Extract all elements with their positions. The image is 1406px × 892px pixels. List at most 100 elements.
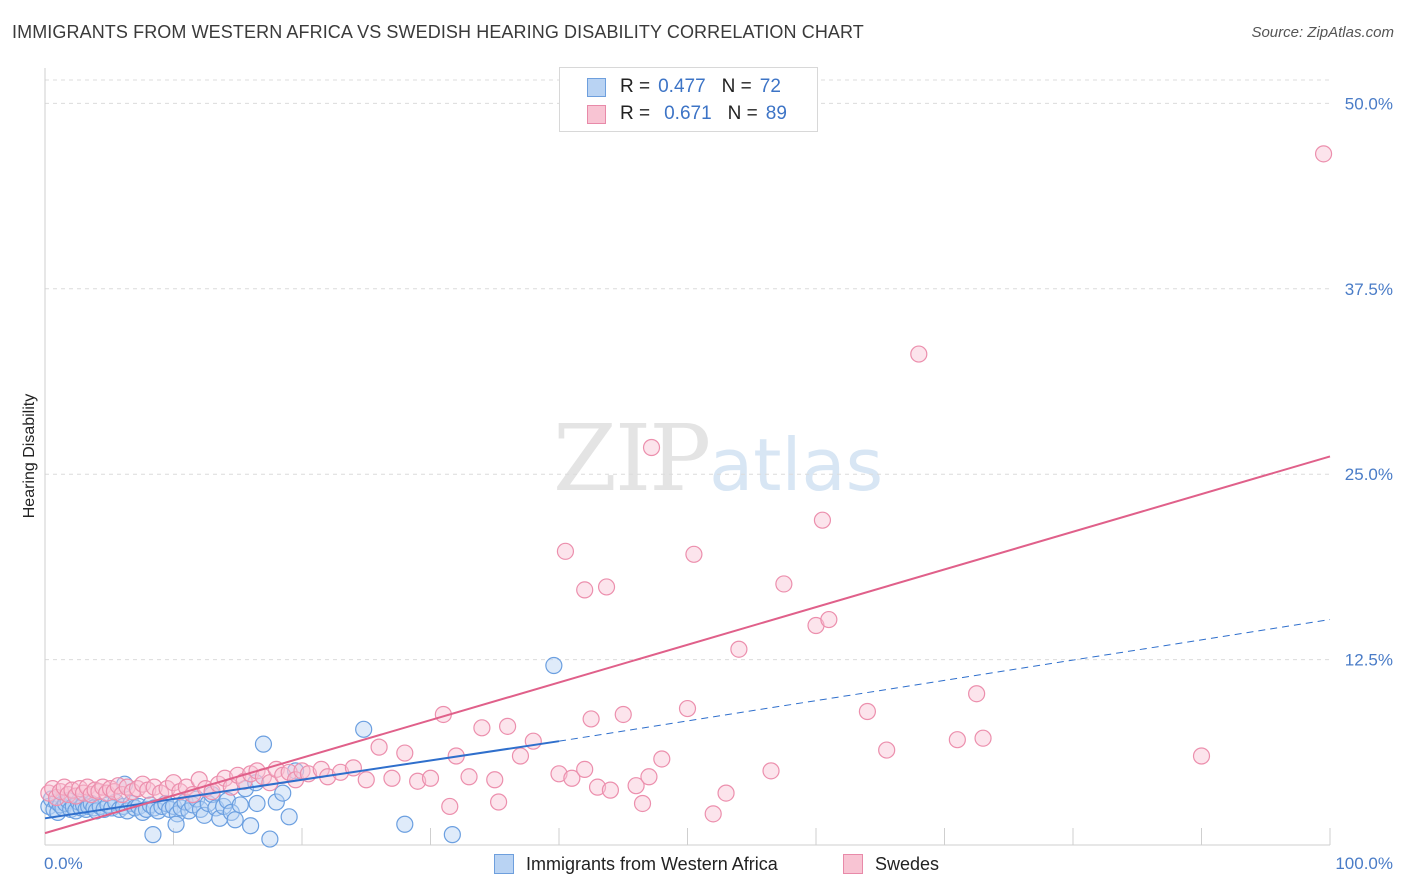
swedes-point-102 xyxy=(1314,145,1333,163)
swedes-point-63 xyxy=(473,719,491,737)
swedes-point-76 xyxy=(653,750,671,768)
immigrants-point-62 xyxy=(267,793,285,811)
immigrants-point-58 xyxy=(242,817,260,835)
immigrants-point-72 xyxy=(443,826,461,844)
y-tick-label-0: 12.5% xyxy=(1345,651,1393,670)
swedes-point-56 xyxy=(383,769,401,787)
swedes-point-77 xyxy=(678,699,697,718)
immigrants-point-64 xyxy=(280,808,298,826)
swedes-point-69 xyxy=(563,769,581,787)
swedes-point-80 xyxy=(441,797,459,816)
swedes-point-57 xyxy=(396,744,414,762)
immigrants-point-55 xyxy=(226,811,244,829)
watermark: ZIPatlas xyxy=(553,405,883,512)
swedes-point-94 xyxy=(813,511,832,529)
legend-row-pink: R = 0.671 N = 89 xyxy=(587,102,787,126)
immigrants-point-60 xyxy=(254,735,273,753)
bottom-legend-immigrants: Immigrants from Western Africa xyxy=(494,851,778,877)
swedes-point-66 xyxy=(511,747,530,765)
swedes-point-65 xyxy=(499,717,517,735)
trend-lines xyxy=(44,455,1331,835)
axes-layer xyxy=(44,68,1331,846)
immigrants-trend-extension xyxy=(558,619,1331,742)
legend-n-value: 89 xyxy=(765,103,787,124)
swedes-point-82 xyxy=(642,438,661,457)
swedes-point-64 xyxy=(486,771,504,789)
swedes-point-71 xyxy=(588,778,607,796)
legend-r-label: R = xyxy=(620,76,651,97)
bottom-legend-label-swedes: Swedes xyxy=(875,853,940,874)
chart-title: IMMIGRANTS FROM WESTERN AFRICA VS SWEDIS… xyxy=(12,22,864,42)
legend-row-blue: R = 0.477 N = 72 xyxy=(587,75,781,99)
y-axis-label: Hearing Disability xyxy=(21,394,38,519)
swedes-point-74 xyxy=(627,777,645,795)
watermark-zip: ZIP xyxy=(553,405,711,512)
legend-n-label: N = xyxy=(727,103,758,124)
y-tick-label-2: 37.5% xyxy=(1345,280,1393,299)
swedes-point-81 xyxy=(633,794,652,813)
immigrants-point-68 xyxy=(167,815,185,833)
immigrants-trend-line xyxy=(44,740,560,820)
immigrants-point-65 xyxy=(286,762,305,780)
swedes-point-95 xyxy=(858,702,877,721)
series-swedes-points xyxy=(40,145,1333,823)
y-tick-label-3: 50.0% xyxy=(1345,94,1393,113)
swedes-point-89 xyxy=(730,640,748,658)
legend-r-value: 0.477 xyxy=(658,76,706,97)
swedes-point-86 xyxy=(556,542,575,560)
legend-r-value: 0.671 xyxy=(664,103,712,124)
immigrants-point-61 xyxy=(261,830,279,848)
legend-r-label: R = xyxy=(620,103,651,124)
swedes-point-78 xyxy=(704,805,722,823)
swedes-point-72 xyxy=(601,781,620,799)
y-tick-label-1: 25.0% xyxy=(1345,465,1393,484)
immigrants-point-71 xyxy=(545,656,563,675)
source-label: Source: ZipAtlas.com xyxy=(1251,24,1394,41)
swedes-point-83 xyxy=(597,578,616,596)
swedes-point-75 xyxy=(640,768,658,786)
swedes-point-90 xyxy=(762,762,780,780)
swedes-point-79 xyxy=(717,784,735,802)
swedes-trend-line xyxy=(44,455,1331,835)
watermark-atlas: atlas xyxy=(709,423,884,507)
legend-swatch-blue xyxy=(587,77,606,97)
immigrants-point-63 xyxy=(274,784,292,802)
swedes-point-62 xyxy=(460,768,478,786)
x-tick-label-0: 0.0% xyxy=(44,854,83,873)
swedes-point-98 xyxy=(878,741,896,759)
swedes-point-93 xyxy=(820,610,838,629)
bottom-legend-label-immigrants: Immigrants from Western Africa xyxy=(526,853,778,874)
swedes-point-44 xyxy=(267,760,285,778)
swedes-point-96 xyxy=(948,731,966,749)
immigrants-point-73 xyxy=(396,815,414,833)
correlation-legend: R = 0.477 N = 72 R = 0.671 N = 89 xyxy=(559,67,818,132)
legend-swatch-pink xyxy=(587,104,606,124)
grid-layer xyxy=(45,79,1330,661)
swedes-point-101 xyxy=(910,345,928,363)
swedes-point-84 xyxy=(685,545,703,563)
swedes-point-59 xyxy=(421,769,440,787)
swedes-point-58 xyxy=(409,772,427,790)
swedes-point-85 xyxy=(490,793,508,811)
swedes-point-28 xyxy=(164,774,183,792)
tick-labels: 12.5% 25.0% 37.5% 50.0% 0.0% 100.0% xyxy=(44,94,1393,873)
immigrants-point-70 xyxy=(355,720,373,738)
swedes-point-97 xyxy=(968,685,986,703)
legend-n-value: 72 xyxy=(759,76,781,97)
swedes-point-88 xyxy=(576,581,594,599)
x-tick-label-1: 100.0% xyxy=(1335,854,1393,873)
bottom-legend-swatch-blue xyxy=(494,854,514,874)
swedes-point-68 xyxy=(550,765,568,783)
immigrants-point-67 xyxy=(144,826,162,844)
swedes-point-54 xyxy=(357,771,375,789)
immigrants-point-56 xyxy=(231,796,249,814)
bottom-legend-swatch-pink xyxy=(843,854,863,874)
swedes-point-73 xyxy=(614,705,632,724)
swedes-point-70 xyxy=(576,760,594,778)
legend-n-label: N = xyxy=(721,76,752,97)
swedes-point-100 xyxy=(974,729,992,747)
swedes-point-25 xyxy=(145,778,163,796)
swedes-point-87 xyxy=(582,710,600,728)
bottom-legend-swedes: Swedes xyxy=(843,851,939,877)
